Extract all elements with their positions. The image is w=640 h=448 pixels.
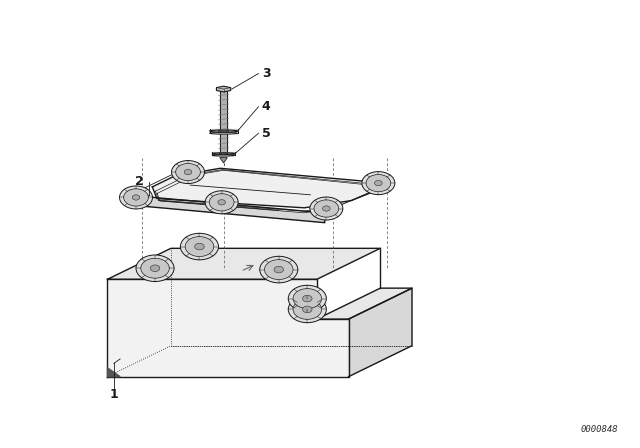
Circle shape (323, 206, 330, 211)
Circle shape (260, 256, 298, 283)
Polygon shape (317, 288, 412, 319)
Polygon shape (108, 248, 380, 279)
Circle shape (288, 296, 326, 323)
Polygon shape (152, 168, 371, 208)
Circle shape (120, 186, 152, 209)
Circle shape (195, 243, 204, 250)
Ellipse shape (219, 153, 228, 154)
Ellipse shape (218, 130, 229, 132)
Text: 5: 5 (262, 127, 271, 140)
Circle shape (264, 260, 293, 280)
Polygon shape (220, 158, 227, 163)
Text: 3: 3 (262, 67, 270, 80)
Circle shape (150, 265, 160, 271)
Circle shape (314, 200, 339, 217)
Circle shape (124, 189, 148, 206)
Circle shape (293, 299, 321, 319)
Text: 2: 2 (135, 176, 143, 189)
Circle shape (362, 172, 395, 194)
Circle shape (310, 197, 343, 220)
Circle shape (175, 164, 200, 181)
Circle shape (180, 233, 218, 260)
Circle shape (274, 266, 284, 273)
Circle shape (184, 169, 192, 175)
Text: 1: 1 (109, 388, 118, 401)
Circle shape (293, 289, 321, 309)
Circle shape (303, 295, 312, 302)
Circle shape (209, 194, 234, 211)
Circle shape (374, 181, 382, 186)
Ellipse shape (210, 133, 237, 134)
Polygon shape (216, 86, 230, 92)
Polygon shape (108, 368, 120, 377)
Polygon shape (220, 91, 227, 151)
Ellipse shape (212, 155, 235, 156)
Circle shape (366, 174, 391, 192)
Ellipse shape (212, 153, 235, 155)
Circle shape (218, 200, 225, 205)
Circle shape (185, 237, 214, 257)
Circle shape (303, 306, 312, 313)
Ellipse shape (210, 130, 237, 132)
Text: 4: 4 (262, 100, 271, 113)
Circle shape (288, 285, 326, 312)
Circle shape (205, 191, 238, 214)
Polygon shape (212, 152, 235, 155)
Polygon shape (349, 288, 412, 377)
Circle shape (141, 258, 170, 278)
Text: 0000848: 0000848 (580, 425, 618, 434)
Polygon shape (210, 129, 237, 134)
Polygon shape (108, 279, 349, 377)
Polygon shape (130, 195, 324, 223)
Circle shape (132, 195, 140, 200)
Circle shape (136, 255, 174, 281)
Circle shape (172, 160, 205, 184)
